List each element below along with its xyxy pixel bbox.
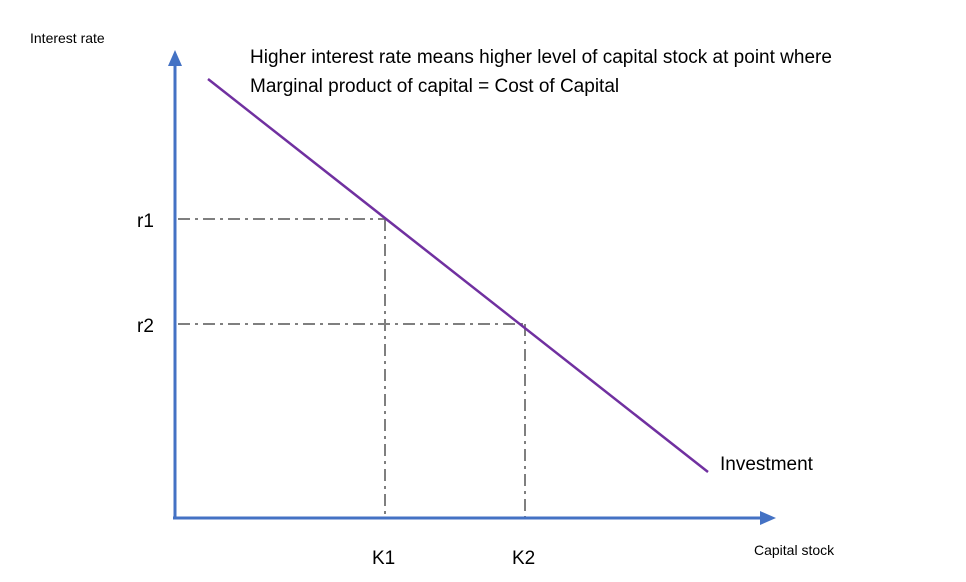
annotation-line-2: Marginal product of capital = Cost of Ca… (250, 76, 619, 97)
y-axis-label: Interest rate (30, 30, 105, 46)
investment-curve-label: Investment (720, 454, 814, 475)
k2-label: K2 (512, 548, 535, 569)
x-axis-arrow-icon (760, 511, 776, 525)
x-axis-label: Capital stock (754, 542, 835, 558)
k1-label: K1 (372, 548, 395, 569)
annotation-line-1: Higher interest rate means higher level … (250, 47, 832, 68)
r2-label: r2 (137, 316, 154, 337)
y-axis-arrow-icon (168, 50, 182, 66)
investment-curve (207, 78, 709, 473)
r1-label: r1 (137, 211, 154, 232)
